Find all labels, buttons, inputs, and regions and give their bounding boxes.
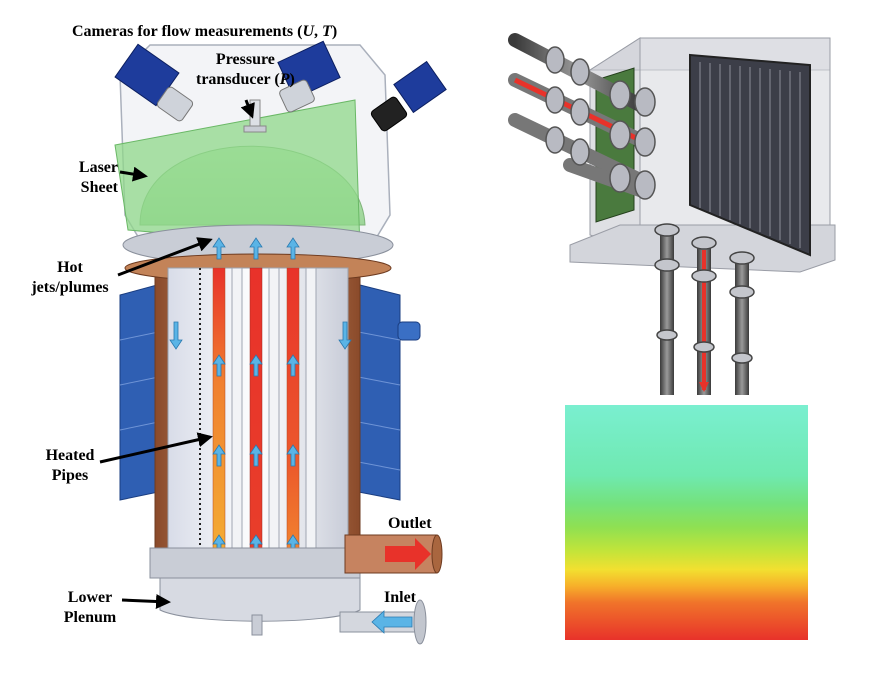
camera-right <box>370 60 447 132</box>
jacket-port <box>397 321 421 341</box>
inlet-label: Inlet <box>384 589 416 606</box>
transducer-base <box>243 125 267 133</box>
drain-stub <box>251 614 263 636</box>
temperature-contour <box>565 405 808 640</box>
camera-middle <box>277 40 341 113</box>
inlet-flow-arrow <box>371 610 413 634</box>
pipe-fittings <box>545 46 656 200</box>
panel-tubes <box>699 62 801 248</box>
contour-field <box>565 405 808 640</box>
cad-model <box>508 33 836 395</box>
outlet-end <box>431 534 443 574</box>
cameras-label: Cameras for flow measurements (U, T) <box>72 23 338 40</box>
pressure-transducer-label: Pressure transducer (P) <box>196 51 295 88</box>
outlet-label: Outlet <box>388 515 432 532</box>
hot-jets-label: Hot jets/plumes <box>31 259 109 296</box>
label-pointers <box>99 99 255 609</box>
camera-left <box>114 43 194 122</box>
heated-pipes-label: Heated Pipes <box>45 447 95 484</box>
lower-plenum <box>159 577 361 622</box>
lower-plenum-ring <box>149 547 361 579</box>
outlet-flow-arrow <box>385 538 431 570</box>
facility-illustration <box>99 40 447 645</box>
vertical-fittings <box>654 223 755 364</box>
laser-sheet-label: Laser Sheet <box>78 159 118 196</box>
lower-plenum-label: Lower Plenum <box>63 589 117 626</box>
flow-arrows-down <box>169 321 352 350</box>
inlet-flange <box>413 599 427 645</box>
